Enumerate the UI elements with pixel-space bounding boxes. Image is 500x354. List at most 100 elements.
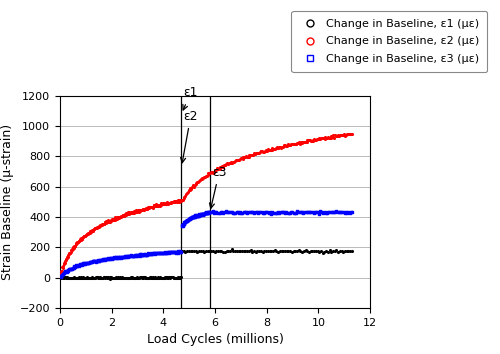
Point (298, 210, 306, 215)
Point (264, 146, 272, 152)
Point (330, 248, 338, 254)
Point (108, 217, 116, 223)
Point (177, 274, 185, 279)
Point (100, 221, 108, 227)
Point (83, 260, 91, 266)
Point (137, 207, 145, 212)
Point (248, 249, 256, 255)
Point (276, 144, 284, 150)
Point (290, 249, 298, 254)
Point (180, 194, 188, 200)
Point (174, 198, 182, 204)
Point (316, 249, 324, 254)
Point (150, 251, 158, 256)
Point (176, 249, 184, 254)
Point (252, 249, 260, 255)
Point (116, 275, 124, 280)
Point (68, 265, 76, 271)
Point (116, 214, 124, 220)
Point (102, 256, 110, 262)
Point (277, 145, 285, 151)
Point (332, 247, 340, 253)
Point (72, 263, 80, 269)
Point (154, 274, 162, 280)
Point (78, 275, 86, 281)
Point (78, 236, 86, 242)
Point (106, 219, 114, 224)
Point (90, 258, 98, 264)
Point (90, 275, 98, 280)
Point (201, 174, 209, 179)
Point (293, 249, 301, 254)
Point (59, 271, 67, 276)
Point (100, 222, 108, 227)
Point (233, 248, 241, 253)
Point (153, 203, 161, 209)
Point (186, 216, 194, 222)
Point (282, 142, 290, 148)
Point (122, 275, 130, 280)
Point (192, 181, 200, 187)
Point (70, 244, 78, 249)
Point (194, 213, 202, 219)
Point (64, 254, 72, 259)
Point (280, 142, 288, 148)
Point (88, 228, 96, 234)
Point (216, 166, 224, 172)
Point (114, 275, 122, 281)
Point (116, 255, 124, 260)
Point (98, 257, 106, 263)
Point (115, 255, 123, 260)
Point (250, 248, 258, 253)
Point (324, 134, 332, 139)
Point (242, 249, 250, 254)
Point (148, 204, 156, 210)
Point (240, 210, 248, 215)
Point (264, 210, 272, 215)
Point (136, 274, 144, 280)
Point (182, 191, 190, 197)
Point (96, 222, 104, 228)
Point (341, 210, 349, 216)
Point (204, 170, 212, 176)
Point (140, 252, 147, 257)
Point (286, 210, 294, 216)
Point (299, 210, 307, 215)
Point (307, 138, 315, 144)
Point (312, 248, 320, 254)
Point (88, 274, 96, 280)
Point (247, 152, 255, 158)
Point (106, 276, 114, 281)
Point (254, 150, 262, 156)
Point (316, 137, 324, 142)
Point (88, 275, 96, 281)
Point (102, 256, 110, 262)
Point (81, 233, 89, 239)
Point (60, 270, 68, 276)
Point (198, 248, 206, 254)
Point (183, 217, 191, 222)
Point (329, 132, 337, 138)
Point (94, 258, 102, 263)
Point (70, 264, 78, 269)
Point (302, 210, 310, 215)
Point (173, 275, 181, 280)
Point (136, 274, 144, 280)
Point (214, 166, 222, 171)
Point (149, 205, 157, 211)
Point (314, 211, 322, 217)
Point (168, 199, 176, 205)
Point (134, 208, 141, 214)
Point (184, 217, 192, 222)
Point (57, 274, 65, 279)
Point (256, 209, 264, 215)
Point (272, 248, 280, 253)
Point (187, 215, 195, 221)
Point (148, 250, 156, 256)
Point (196, 212, 204, 217)
Point (98, 275, 106, 281)
Point (212, 248, 220, 254)
Point (76, 275, 84, 281)
Point (186, 188, 194, 193)
Point (185, 216, 193, 222)
